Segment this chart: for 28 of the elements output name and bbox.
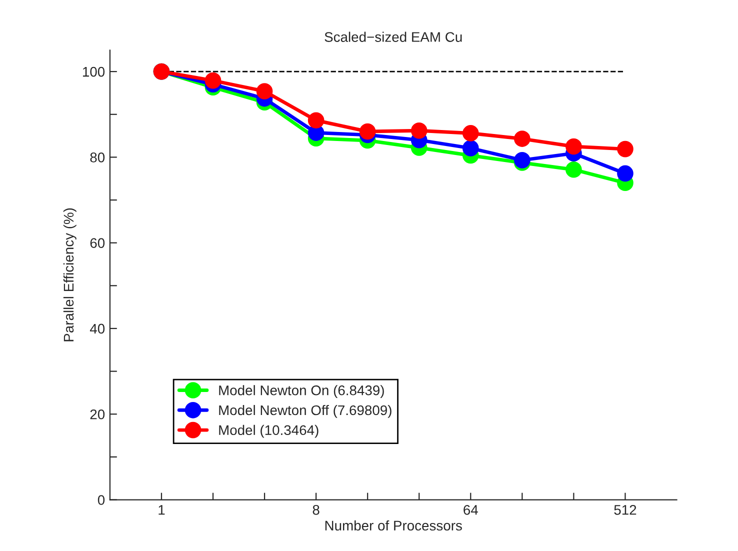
point [204,72,222,89]
point [566,138,582,155]
x-axis-title: Number of Processors [325,520,462,531]
chart-title: Scaled−sized EAM Cu [324,32,462,42]
x-tick-label: 512 [614,504,636,515]
point [514,130,530,147]
y-tick-label: 80 [90,152,105,162]
y-tick-label: 60 [90,238,105,248]
point [566,161,582,178]
point [410,122,428,139]
point [308,112,324,129]
y-tick-label: 0 [98,495,105,505]
point [617,165,634,182]
y-tick-label: 40 [90,324,105,334]
point [359,123,376,140]
point [617,140,634,158]
point [256,83,273,100]
legend-label: Model (10.3464) [219,424,318,438]
y-tick-label: 20 [90,409,105,420]
x-tick-label: 64 [464,504,478,515]
point [462,140,479,156]
y-axis-title: Parallel Efficiency (%) [63,208,76,342]
x-tick-label: 1 [158,505,165,515]
point [462,125,479,142]
x-tick-label: 8 [312,504,320,515]
legend-label: Model Newton Off (7.69809) [219,404,392,418]
y-tick-label: 100 [82,66,105,77]
legend-label: Model Newton On (6.8439) [219,385,384,398]
